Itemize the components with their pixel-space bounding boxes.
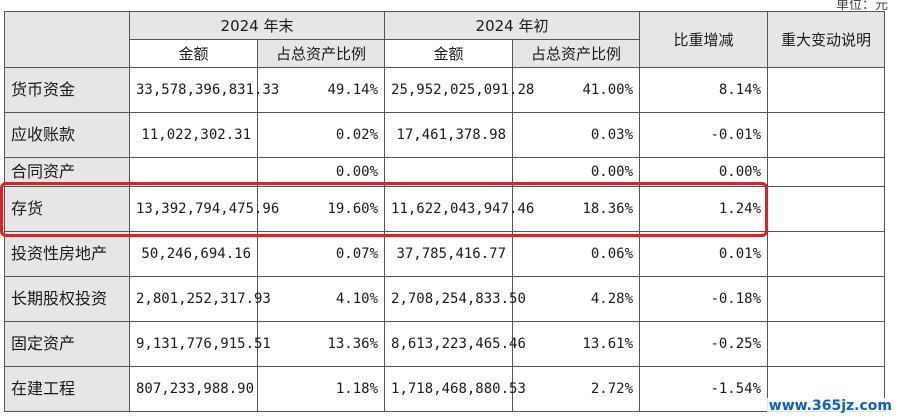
cell-start-amount: 8,613,223,465.46: [384, 321, 526, 367]
cell-ratio-change: 0.00%: [639, 157, 769, 187]
row-item-label: 应收账款: [4, 112, 130, 158]
cell-end-pct: 1.18%: [256, 366, 386, 412]
cell-start-pct: 0.00%: [512, 157, 641, 187]
header-start-amount: 金额: [384, 39, 514, 68]
table-row: 存货 13,392,794,475.96 19.60% 11,622,043,947.…: [4, 186, 886, 232]
row-item-label: 在建工程: [4, 366, 130, 412]
header-period-start: 2024 年初: [384, 11, 641, 40]
cell-end-amount: 9,131,776,915.51: [129, 321, 271, 367]
header-major-change-note: 重大变动说明: [767, 11, 886, 68]
table-row: 应收账款 11,022,302.31 0.02% 17,461,378.98 0.03%…: [4, 112, 886, 158]
table-row: 长期股权投资 2,801,252,317.93 4.10% 2,708,254,833…: [4, 276, 886, 322]
cell-end-pct: 49.14%: [256, 67, 386, 113]
table-row: 固定资产 9,131,776,915.51 13.36% 8,613,223,465.…: [4, 321, 886, 367]
table-row: 投资性房地产 50,246,694.16 0.07% 37,785,416.77 0.0…: [4, 231, 886, 277]
cell-start-amount: 37,785,416.77: [384, 231, 514, 277]
site-watermark: www.365jz.com: [766, 398, 894, 414]
cell-end-amount: 2,801,252,317.93: [129, 276, 271, 322]
cell-start-amount: 17,461,378.98: [384, 112, 514, 158]
header-end-pct: 占总资产比例: [256, 39, 386, 68]
cell-start-amount: 11,622,043,947.46: [384, 186, 534, 232]
cell-end-pct: 4.10%: [256, 276, 386, 322]
header-ratio-change: 比重增减: [639, 11, 769, 68]
cell-start-amount: 1,718,468,880.53: [384, 366, 526, 412]
cell-start-amount: [384, 157, 514, 187]
cell-change-note: [767, 157, 886, 187]
cell-start-amount: 2,708,254,833.50: [384, 276, 526, 322]
cell-end-amount: 807,233,988.90: [129, 366, 258, 412]
row-item-label: 存货: [4, 186, 130, 232]
header-row-period: 2024 年末 2024 年初 比重增减 重大变动说明: [4, 11, 886, 68]
table-row: 合同资产 0.00% 0.00% 0.00%: [4, 157, 886, 187]
cell-ratio-change: 0.01%: [639, 231, 769, 277]
cell-ratio-change: -1.54%: [639, 366, 769, 412]
row-item-label: 投资性房地产: [4, 231, 130, 277]
row-item-label: 长期股权投资: [4, 276, 130, 322]
header-start-pct: 占总资产比例: [512, 39, 641, 68]
cell-change-note: [767, 112, 886, 158]
cell-end-amount: 50,246,694.16: [129, 231, 258, 277]
cell-end-amount: [129, 157, 258, 187]
header-row-sub: 金额 占总资产比例 金额 占总资产比例: [5, 39, 885, 68]
cell-change-note: [767, 186, 886, 232]
cell-start-pct: 4.28%: [512, 276, 641, 322]
row-item-label: 固定资产: [4, 321, 130, 367]
cell-end-amount: 11,022,302.31: [129, 112, 258, 158]
cell-end-pct: 0.07%: [256, 231, 386, 277]
unit-label: 单位：元: [835, 0, 888, 13]
cell-end-amount: 13,392,794,475.96: [129, 186, 279, 232]
cell-ratio-change: -0.18%: [639, 276, 769, 322]
cell-change-note: [767, 321, 886, 367]
cell-change-note: [767, 276, 886, 322]
cell-ratio-change: 8.14%: [639, 67, 769, 113]
cell-start-amount: 25,952,025,091.28: [384, 67, 534, 113]
cell-start-pct: 13.61%: [512, 321, 641, 367]
header-item-corner: [4, 11, 130, 68]
cell-start-pct: 0.06%: [512, 231, 641, 277]
balance-sheet-table: 2024 年末 2024 年初 比重增减 重大变动说明 金额 占总资产比例 金额…: [4, 11, 886, 412]
cell-ratio-change: -0.01%: [639, 112, 769, 158]
row-item-label: 货币资金: [4, 67, 130, 113]
table-row: 货币资金 33,578,396,831.33 49.14% 25,952,025,09…: [4, 67, 886, 113]
cell-end-pct: 0.00%: [256, 157, 386, 187]
cell-change-note: [767, 231, 886, 277]
cell-start-pct: 18.36%: [512, 186, 641, 232]
cell-start-pct: 0.03%: [512, 112, 641, 158]
cell-ratio-change: 1.24%: [639, 186, 769, 232]
cell-end-amount: 33,578,396,831.33: [129, 67, 279, 113]
cell-start-pct: 2.72%: [512, 366, 641, 412]
table-row: 在建工程 807,233,988.90 1.18% 1,718,468,880.53 2…: [4, 366, 886, 412]
header-period-end: 2024 年末: [128, 11, 386, 40]
cell-end-pct: 13.36%: [256, 321, 386, 367]
cell-start-pct: 41.00%: [512, 67, 641, 113]
cell-ratio-change: -0.25%: [639, 321, 769, 367]
row-item-label: 合同资产: [4, 157, 130, 187]
cell-change-note: [767, 67, 886, 113]
header-end-amount: 金额: [129, 39, 258, 68]
cell-end-pct: 0.02%: [256, 112, 386, 158]
